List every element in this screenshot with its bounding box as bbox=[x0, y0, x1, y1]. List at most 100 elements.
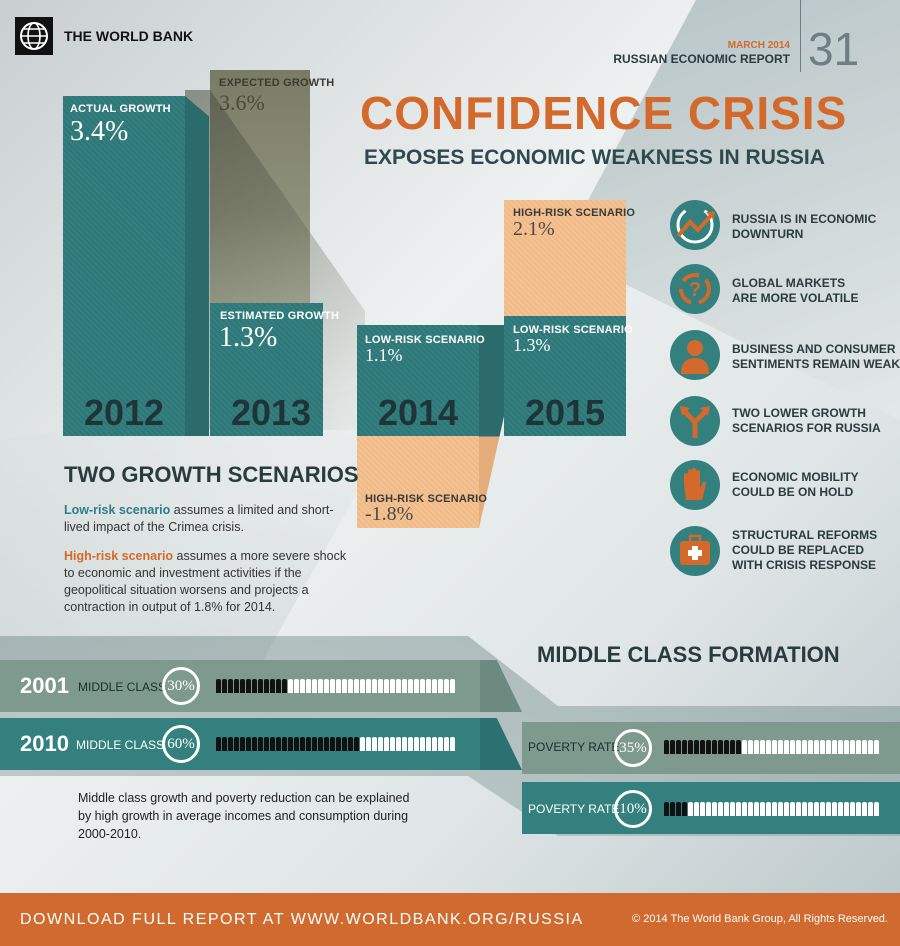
person-icon bbox=[234, 737, 239, 751]
hand-stop-icon bbox=[670, 460, 720, 510]
person-icon bbox=[318, 679, 323, 693]
people-row-2001 bbox=[216, 679, 476, 699]
download-link[interactable]: DOWNLOAD FULL REPORT AT WWW.WORLDBANK.OR… bbox=[20, 911, 584, 928]
point-line: COULD BE REPLACED bbox=[732, 543, 865, 557]
point-text: STRUCTURAL REFORMS COULD BE REPLACED WIT… bbox=[732, 528, 892, 573]
person-icon bbox=[390, 737, 395, 751]
person-icon bbox=[270, 679, 275, 693]
point-line: COULD BE ON HOLD bbox=[732, 485, 854, 499]
point-line: ECONOMIC MOBILITY bbox=[732, 470, 859, 484]
person-icon bbox=[408, 679, 413, 693]
person-icon bbox=[784, 802, 789, 816]
person-icon bbox=[808, 740, 813, 754]
expected-growth-label: EXPECTED GROWTH bbox=[219, 77, 335, 89]
middle-class-label-2010: MIDDLE CLASS bbox=[76, 738, 165, 752]
person-icon bbox=[450, 737, 455, 751]
point-text: TWO LOWER GROWTH SCENARIOS FOR RUSSIA bbox=[732, 406, 892, 436]
person-icon bbox=[360, 679, 365, 693]
year-2015: 2015 bbox=[524, 392, 606, 433]
year-2013: 2013 bbox=[230, 392, 312, 433]
person-icon bbox=[820, 802, 825, 816]
person-icon bbox=[234, 679, 239, 693]
person-icon bbox=[330, 737, 335, 751]
question-cycle-icon: ? bbox=[670, 264, 720, 314]
person-icon bbox=[312, 679, 317, 693]
point-scenarios: TWO LOWER GROWTH SCENARIOS FOR RUSSIA bbox=[670, 396, 881, 446]
report-number: 31 bbox=[808, 23, 860, 75]
low-risk-label-2015: LOW-RISK SCENARIO bbox=[513, 324, 633, 336]
people-row-2010 bbox=[216, 737, 476, 757]
high-risk-term: High-risk scenario bbox=[64, 549, 174, 563]
person-icon bbox=[856, 740, 861, 754]
person-icon bbox=[282, 737, 287, 751]
report-date: MARCH 2014 bbox=[727, 40, 790, 51]
person-icon bbox=[282, 679, 287, 693]
person-icon bbox=[700, 740, 705, 754]
person-icon bbox=[724, 740, 729, 754]
person-icon bbox=[438, 679, 443, 693]
person-icon bbox=[850, 740, 855, 754]
point-text: ECONOMIC MOBILITY COULD BE ON HOLD bbox=[732, 470, 892, 500]
person-icon bbox=[366, 679, 371, 693]
person-icon bbox=[384, 737, 389, 751]
person-icon bbox=[378, 737, 383, 751]
person-icon bbox=[324, 679, 329, 693]
person-icon bbox=[670, 740, 675, 754]
person-icon bbox=[240, 679, 245, 693]
low-risk-paragraph: Low-risk scenario assumes a limited and … bbox=[64, 502, 344, 536]
person-icon bbox=[670, 330, 720, 380]
percent-circle-2010: 60% bbox=[162, 725, 200, 763]
person-icon bbox=[874, 740, 879, 754]
person-icon bbox=[730, 740, 735, 754]
high-risk-value-2015: 2.1% bbox=[513, 218, 555, 240]
person-icon bbox=[342, 679, 347, 693]
person-icon bbox=[670, 802, 675, 816]
person-icon bbox=[862, 740, 867, 754]
person-icon bbox=[432, 737, 437, 751]
point-line: RUSSIA IS IN ECONOMIC bbox=[732, 212, 877, 226]
person-icon bbox=[814, 740, 819, 754]
low-risk-description: assumes a limited and short-lived impact… bbox=[64, 503, 334, 534]
person-icon bbox=[838, 740, 843, 754]
person-icon bbox=[426, 737, 431, 751]
person-icon bbox=[712, 802, 717, 816]
person-icon bbox=[766, 802, 771, 816]
poverty-label-2: POVERTY RATE bbox=[528, 802, 620, 816]
year-2010: 2010 bbox=[20, 731, 69, 756]
person-icon bbox=[228, 737, 233, 751]
person-icon bbox=[754, 740, 759, 754]
person-icon bbox=[444, 737, 449, 751]
report-name: RUSSIAN ECONOMIC REPORT bbox=[613, 52, 790, 66]
person-icon bbox=[688, 740, 693, 754]
world-bank-logo[interactable] bbox=[15, 17, 53, 55]
point-line: WITH CRISIS RESPONSE bbox=[732, 558, 877, 572]
person-icon bbox=[778, 740, 783, 754]
person-icon bbox=[438, 737, 443, 751]
copyright: © 2014 The World Bank Group, All Rights … bbox=[632, 913, 888, 925]
page-title: CONFIDENCE CRISIS bbox=[360, 87, 848, 139]
point-text: BUSINESS AND CONSUMER SENTIMENTS REMAIN … bbox=[732, 342, 900, 372]
high-risk-bar-2014 bbox=[357, 436, 479, 528]
person-icon bbox=[342, 737, 347, 751]
middle-class-label-2001: MIDDLE CLASS bbox=[78, 680, 167, 694]
person-icon bbox=[808, 802, 813, 816]
person-icon bbox=[228, 679, 233, 693]
poverty-circle-1: 35% bbox=[614, 729, 652, 767]
person-icon bbox=[324, 737, 329, 751]
person-icon bbox=[814, 802, 819, 816]
estimated-growth-label: ESTIMATED GROWTH bbox=[220, 310, 340, 322]
person-icon bbox=[856, 802, 861, 816]
scenarios-heading: TWO GROWTH SCENARIOS bbox=[64, 462, 359, 487]
person-icon bbox=[742, 740, 747, 754]
person-icon bbox=[366, 737, 371, 751]
person-icon bbox=[294, 737, 299, 751]
actual-growth-label: ACTUAL GROWTH bbox=[70, 103, 171, 115]
point-downturn: RUSSIA IS IN ECONOMIC DOWNTURN bbox=[670, 200, 876, 250]
expected-growth-value: 3.6% bbox=[219, 90, 265, 115]
person-icon bbox=[760, 802, 765, 816]
person-icon bbox=[694, 802, 699, 816]
high-risk-value-2014: -1.8% bbox=[365, 503, 414, 525]
person-icon bbox=[676, 740, 681, 754]
point-mobility: ECONOMIC MOBILITY COULD BE ON HOLD bbox=[670, 460, 859, 510]
estimated-growth-value: 1.3% bbox=[219, 322, 278, 353]
